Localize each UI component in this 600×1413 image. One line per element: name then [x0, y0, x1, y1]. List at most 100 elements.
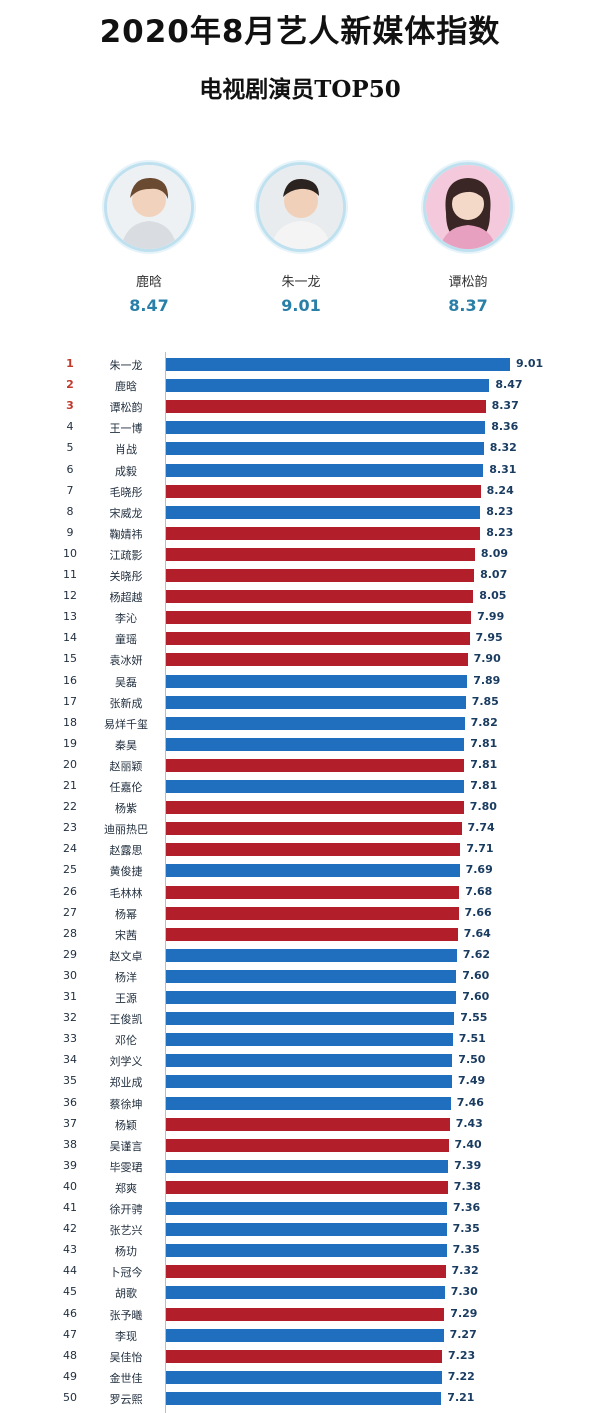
value-label: 7.80: [469, 800, 497, 814]
bar: [166, 780, 465, 793]
bar: [166, 505, 481, 519]
chart-row: 45 胡歌 7.30: [0, 1282, 600, 1303]
page-title: 2020年8月艺人新媒体指数: [99, 14, 501, 50]
bar: [166, 379, 490, 393]
podium-third: 谭松韵 8.37: [398, 162, 538, 315]
bar: [166, 421, 486, 435]
value-label: 7.62: [462, 947, 491, 961]
value-label: 7.89: [473, 673, 501, 687]
bar: [166, 400, 486, 414]
value-label: 7.74: [467, 821, 495, 835]
bar: [166, 695, 466, 709]
bar: [166, 569, 475, 582]
chart-row: 16 吴磊 7.89: [0, 671, 600, 692]
chart-row: 13 李沁 7.99: [0, 607, 600, 628]
podium-second: 鹿晗 8.47: [79, 162, 219, 315]
chart-row: 27 杨幂 7.66: [0, 903, 600, 924]
bar: [166, 1286, 445, 1300]
category-label: 鞠婧祎: [109, 527, 143, 541]
category-label: 任嘉伦: [109, 781, 143, 794]
rank-number: 4: [66, 420, 74, 434]
value-label: 7.71: [466, 842, 494, 856]
value-label: 7.27: [449, 1327, 477, 1341]
podium-first: 朱一龙 9.01: [231, 162, 371, 315]
chart-row: 15 袁冰妍 7.90: [0, 649, 600, 670]
rank-number: 14: [63, 631, 77, 645]
rank-number: 20: [63, 757, 77, 771]
bar: [166, 442, 484, 456]
bar: [166, 1075, 452, 1089]
rank-number: 13: [63, 610, 77, 624]
bar: [166, 1349, 442, 1363]
bar: [166, 716, 465, 730]
chart-row: 32 王俊凯 7.55: [0, 1008, 600, 1029]
rank-number: 29: [63, 947, 77, 961]
bar: [166, 1307, 445, 1321]
chart-row: 1 朱一龙 9.01: [0, 354, 600, 375]
rank-number: 7: [66, 483, 74, 497]
category-label: 蔡徐坤: [109, 1097, 143, 1111]
podium-second-name: 鹿晗: [135, 275, 162, 290]
rank-number: 3: [66, 399, 74, 413]
category-label: 张艺兴: [109, 1224, 143, 1238]
podium-third-name: 谭松韵: [448, 275, 488, 290]
bar: [166, 1202, 447, 1215]
bar: [166, 1054, 453, 1068]
category-label: 江疏影: [109, 548, 143, 562]
value-label: 7.68: [465, 884, 493, 898]
bar: [166, 864, 460, 878]
value-label: 8.07: [480, 568, 508, 581]
bar: [166, 1012, 455, 1026]
chart-row: 25 黄俊捷 7.69: [0, 860, 600, 881]
value-label: 8.24: [486, 483, 514, 497]
category-label: 杨幂: [115, 907, 137, 921]
rank-number: 1: [66, 357, 74, 370]
chart-row: 17 张新成 7.85: [0, 692, 600, 713]
category-label: 张新成: [109, 696, 143, 710]
chart-row: 21 任嘉伦 7.81: [0, 776, 600, 797]
value-label: 7.21: [447, 1390, 475, 1404]
chart-row: 30 杨洋 7.60: [0, 966, 600, 987]
category-label: 张予曦: [109, 1308, 143, 1322]
category-label: 赵文卓: [109, 949, 143, 963]
bar: [166, 1138, 449, 1152]
rank-number: 11: [63, 568, 77, 581]
podium-third-score: 8.37: [448, 296, 488, 315]
bar: [166, 1096, 451, 1110]
category-label: 王源: [115, 992, 137, 1005]
category-label: 朱一龙: [109, 359, 143, 372]
bar: [166, 1370, 442, 1384]
bar: [166, 590, 474, 604]
rank-number: 35: [63, 1074, 77, 1088]
rank-number: 17: [63, 694, 77, 708]
bar: [166, 737, 465, 751]
category-label: 成毅: [115, 464, 137, 478]
category-label: 邓伦: [115, 1034, 137, 1048]
value-label: 7.99: [477, 610, 505, 624]
person-portrait-icon: [259, 165, 343, 249]
podium-second-score: 8.47: [129, 296, 169, 315]
bar: [166, 885, 460, 899]
bar: [166, 906, 459, 920]
bar: [166, 991, 457, 1004]
bar: [166, 801, 464, 815]
bar: [166, 547, 475, 561]
rank-number: 16: [63, 673, 77, 687]
category-label: 王一博: [109, 422, 143, 436]
bar: [166, 1117, 450, 1131]
chart-row: 41 徐开骋 7.36: [0, 1198, 600, 1219]
person-portrait-icon: [426, 165, 510, 249]
category-label: 卜冠今: [109, 1266, 143, 1280]
category-label: 罗云熙: [109, 1392, 143, 1406]
category-label: 郑业成: [109, 1076, 143, 1090]
value-label: 7.23: [448, 1348, 476, 1362]
value-label: 7.66: [464, 905, 492, 919]
rank-number: 50: [63, 1390, 77, 1404]
category-label: 宋茜: [115, 928, 137, 942]
chart-row: 44 卜冠今 7.32: [0, 1261, 600, 1282]
category-label: 胡歌: [115, 1287, 137, 1301]
category-label: 赵丽颖: [109, 759, 143, 773]
rank-number: 24: [63, 842, 77, 856]
category-label: 童瑶: [115, 633, 137, 647]
rank-number: 15: [63, 652, 77, 666]
